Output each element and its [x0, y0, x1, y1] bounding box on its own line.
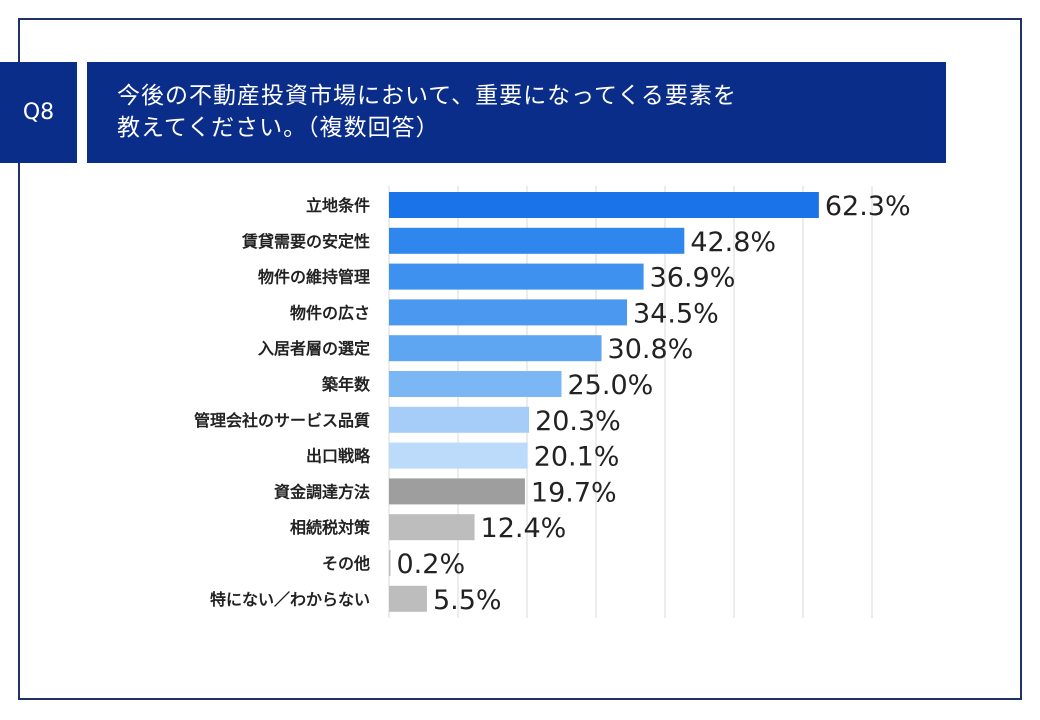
- question-number-badge: Q8: [0, 62, 77, 163]
- data-label: 12.4%: [481, 513, 567, 544]
- category-label: その他: [322, 554, 370, 573]
- category-label: 賃貸需要の安定性: [241, 232, 370, 251]
- category-label: 管理会社のサービス品質: [194, 411, 370, 430]
- data-label: 19.7%: [531, 477, 617, 508]
- category-label: 特にない／わからない: [210, 590, 370, 609]
- bar: [389, 550, 391, 576]
- bar: [389, 227, 685, 254]
- category-label: 相続税対策: [290, 518, 371, 537]
- data-label: 5.5%: [433, 585, 502, 616]
- question-number: Q8: [22, 100, 55, 125]
- chart-frame: [18, 18, 1022, 700]
- bar: [389, 192, 819, 218]
- data-label: 0.2%: [397, 549, 466, 580]
- category-label: 入居者層の選定: [258, 339, 370, 358]
- bar: [389, 263, 644, 290]
- data-label: 42.8%: [690, 227, 776, 258]
- bar: [389, 442, 528, 469]
- data-label: 30.8%: [608, 334, 694, 365]
- bar: [389, 478, 525, 505]
- bar: [389, 371, 562, 397]
- data-label: 36.9%: [650, 263, 736, 294]
- data-label: 20.1%: [534, 442, 620, 473]
- question-text-line-2: 教えてください。（複数回答）: [117, 115, 440, 141]
- category-label: 物件の維持管理: [258, 268, 370, 287]
- data-label: 20.3%: [535, 406, 621, 437]
- bar: [389, 514, 475, 541]
- question-text-line-1: 今後の不動産投資市場において、重要になってくる要素を: [117, 83, 737, 109]
- data-label: 34.5%: [633, 298, 719, 329]
- data-label: 62.3%: [825, 191, 911, 222]
- question-banner: 今後の不動産投資市場において、重要になってくる要素を 教えてください。（複数回答…: [87, 62, 946, 163]
- category-label: 出口戦略: [306, 447, 371, 466]
- data-label: 25.0%: [568, 370, 654, 401]
- category-label: 立地条件: [306, 196, 370, 215]
- category-label: 築年数: [321, 375, 371, 394]
- bar: [389, 299, 628, 326]
- bar: [389, 585, 427, 612]
- category-label: 物件の広さ: [290, 303, 370, 322]
- bar: [389, 335, 602, 362]
- category-label: 資金調達方法: [274, 482, 370, 501]
- bar: [389, 406, 530, 433]
